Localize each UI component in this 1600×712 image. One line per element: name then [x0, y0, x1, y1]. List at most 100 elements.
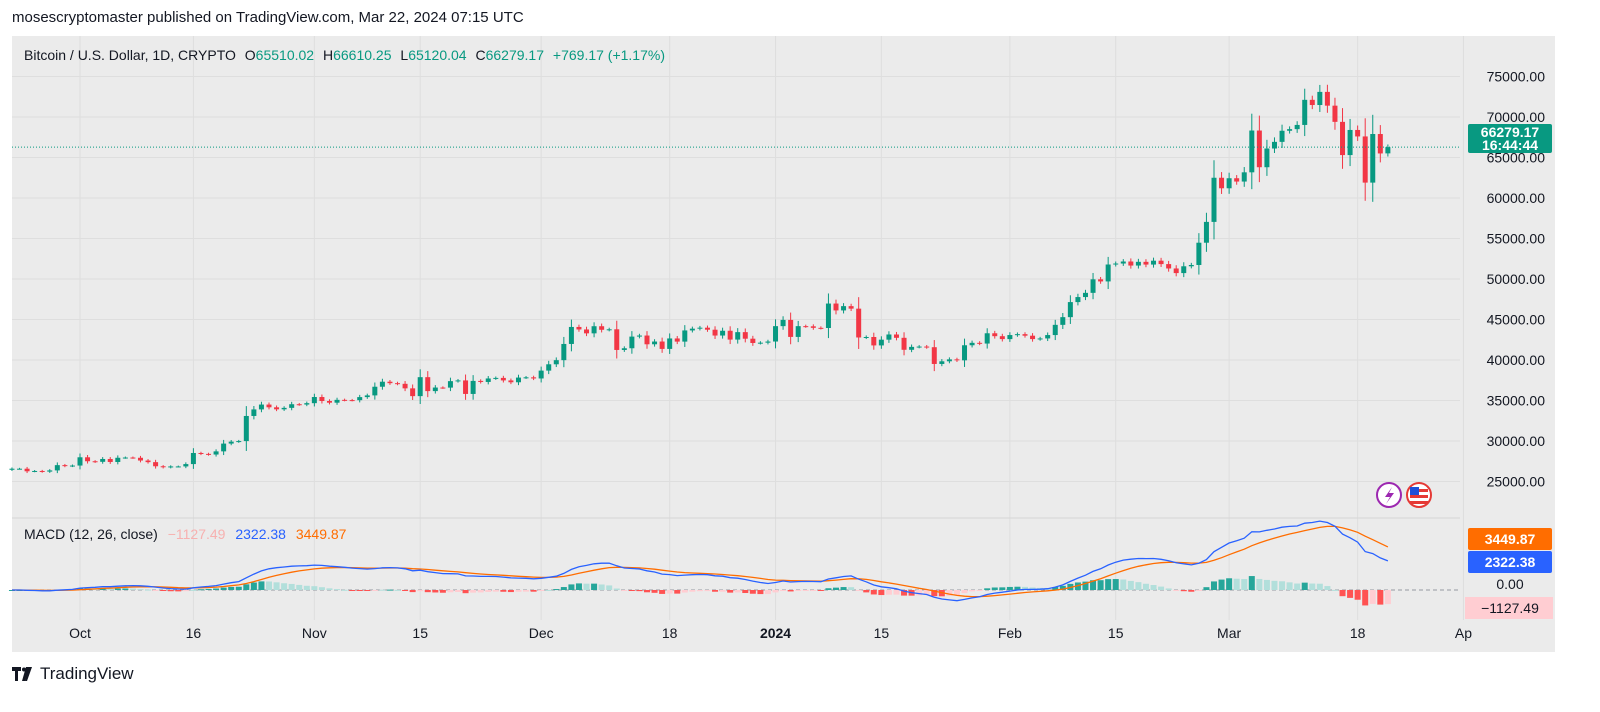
candle-body: [357, 397, 363, 401]
macd-histogram-bar: [780, 590, 787, 591]
candle-body: [704, 327, 710, 330]
macd-histogram-bar: [1347, 590, 1354, 598]
macd-histogram-bar: [1263, 579, 1270, 590]
price-axis: 25000.00 30000.00 35000.00 40000.00 45000.00…: [1487, 69, 1546, 490]
candle-body: [122, 457, 128, 459]
macd-histogram-bar: [628, 590, 635, 591]
symbol-title[interactable]: Bitcoin / U.S. Dollar, 1D, CRYPTO: [24, 47, 236, 63]
candle-body: [893, 334, 899, 338]
candle-body: [667, 338, 673, 349]
candle-body: [1226, 178, 1232, 189]
macd-histogram-bar: [969, 590, 976, 592]
candle-body: [1377, 134, 1383, 154]
change-value: +769.17 (+1.17%): [552, 47, 665, 63]
time-tick-label: 2024: [760, 625, 791, 641]
macd-histogram-bar: [379, 589, 386, 591]
candle-body: [1067, 302, 1073, 318]
macd-histogram-bar: [220, 587, 227, 590]
time-tick-label: 18: [662, 625, 678, 641]
tradingview-logo[interactable]: TradingView: [12, 664, 134, 684]
candle-body: [228, 441, 234, 444]
low-value: 65120.04: [408, 47, 467, 63]
candle-body: [886, 334, 892, 340]
macd-histogram-bar: [991, 587, 998, 590]
candle-body: [1347, 129, 1353, 156]
price-tick-label: 25000.00: [1487, 474, 1546, 490]
macd-axis-labels: 3449.87 2322.38 0.00 −1127.49: [1465, 528, 1553, 619]
candle-body: [757, 342, 763, 344]
macd-histogram-bar: [583, 583, 590, 590]
candle-body: [349, 400, 355, 402]
candle-body: [463, 380, 469, 394]
lightning-icon[interactable]: [1376, 482, 1402, 508]
candle-body: [1143, 261, 1149, 265]
macd-histogram-bar: [258, 581, 265, 590]
macd-histogram-bar: [235, 586, 242, 590]
candle-body: [954, 359, 960, 361]
macd-histogram-bar: [1203, 587, 1210, 590]
candle-body: [788, 319, 794, 337]
macd-histogram-bar: [167, 590, 174, 592]
time-tick-label: 15: [874, 625, 890, 641]
candle-body: [606, 329, 612, 331]
macd-histogram-bar: [1271, 580, 1278, 590]
candle-body: [1128, 261, 1134, 266]
candle-body: [1135, 261, 1141, 266]
candle-body: [652, 341, 658, 345]
candle-body: [1302, 99, 1308, 125]
candle-body: [1030, 335, 1036, 340]
macd-histogram-bar: [976, 590, 983, 591]
macd-histogram-bar: [1090, 580, 1097, 590]
macd-histogram-bar: [326, 588, 333, 590]
candle-body: [100, 458, 106, 462]
macd-histogram-bar: [810, 590, 817, 591]
macd-histogram-bar: [1135, 582, 1142, 590]
candle-body: [1166, 264, 1172, 269]
candle-body: [432, 387, 438, 392]
macd-histogram-bar: [1082, 581, 1089, 590]
candle-body: [765, 341, 771, 343]
macd-histogram-value: −1127.49: [167, 526, 226, 542]
macd-histogram-bar: [840, 587, 847, 590]
candle-body: [372, 386, 378, 396]
macd-histogram-bar: [1173, 590, 1180, 591]
macd-title[interactable]: MACD (12, 26, close): [24, 526, 158, 542]
candle-body: [833, 303, 839, 311]
candle-body: [871, 336, 877, 346]
macd-histogram-bar: [500, 590, 507, 592]
candle-body: [599, 326, 605, 330]
candle-body: [621, 348, 627, 350]
macd-histogram-bar: [802, 590, 809, 591]
candle-body: [1151, 260, 1157, 265]
candle-body: [1249, 130, 1255, 173]
macd-histogram-bar: [1384, 590, 1391, 605]
candle-body: [1060, 317, 1066, 325]
macd-histogram-bar: [107, 588, 114, 590]
candle-body: [236, 441, 242, 443]
macd-histogram-bar: [417, 590, 424, 592]
us-flag-icon[interactable]: [1406, 482, 1432, 508]
candle-body: [319, 397, 325, 401]
candle-body: [969, 342, 975, 346]
macd-histogram-bar: [1233, 578, 1240, 590]
candle-body: [1279, 130, 1285, 142]
time-tick-label: Nov: [302, 625, 327, 641]
macd-histogram-bar: [885, 590, 892, 595]
candle-body: [258, 404, 264, 410]
macd-histogram-bar: [288, 583, 295, 590]
macd-histogram-bar: [318, 587, 325, 590]
candle-body: [77, 457, 83, 466]
candle-body: [342, 399, 348, 401]
candle-body: [780, 319, 786, 327]
macd-histogram-bar: [341, 589, 348, 591]
candle-body: [379, 381, 385, 387]
macd-histogram-bar: [281, 583, 288, 590]
macd-histogram-bar: [303, 585, 310, 590]
macd-histogram-bar: [1211, 581, 1217, 590]
macd-histogram-bar: [613, 588, 620, 590]
candle-body: [447, 381, 453, 388]
candle-body: [1241, 172, 1247, 182]
macd-histogram-bar: [296, 584, 303, 590]
candle-body: [984, 333, 990, 344]
